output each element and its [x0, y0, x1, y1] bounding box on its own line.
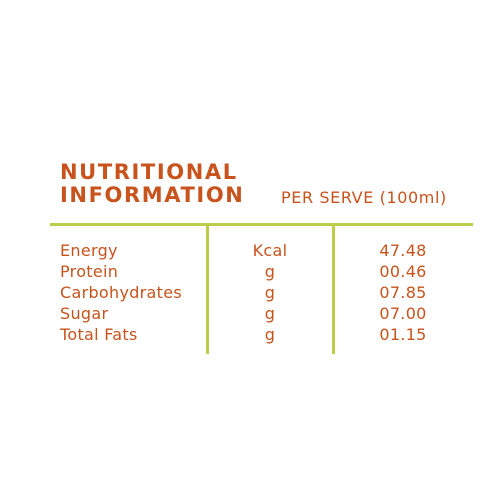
nutrient-unit: g	[264, 283, 276, 302]
nutrient-unit: g	[264, 325, 276, 344]
table-row: Total Fats g 01.15	[0, 324, 500, 345]
nutrient-name: Sugar	[60, 304, 109, 323]
header-divider	[50, 223, 473, 226]
nutrient-unit: g	[264, 262, 276, 281]
table-row: Sugar g 07.00	[0, 303, 500, 324]
nutrient-value: 07.85	[379, 283, 427, 302]
column-divider-1	[206, 226, 209, 354]
per-serve-label: PER SERVE (100ml)	[281, 188, 447, 207]
nutrient-value: 07.00	[379, 304, 427, 323]
title-line-1: NUTRITIONAL	[60, 160, 238, 184]
table-row: Protein g 00.46	[0, 261, 500, 282]
column-divider-2	[332, 226, 335, 354]
nutrient-unit: g	[264, 304, 276, 323]
nutrient-value: 00.46	[379, 262, 427, 281]
nutrient-unit: Kcal	[252, 241, 288, 260]
nutrient-name: Carbohydrates	[60, 283, 183, 302]
nutrition-table: Energy Kcal 47.48 Protein g 00.46 Carboh…	[0, 240, 500, 345]
nutrient-name: Total Fats	[60, 325, 138, 344]
table-row: Carbohydrates g 07.85	[0, 282, 500, 303]
table-row: Energy Kcal 47.48	[0, 240, 500, 261]
nutrient-name: Energy	[60, 241, 118, 260]
nutrient-name: Protein	[60, 262, 119, 281]
nutrient-value: 01.15	[379, 325, 427, 344]
nutrient-value: 47.48	[379, 241, 427, 260]
title-line-2: INFORMATION	[60, 183, 245, 207]
